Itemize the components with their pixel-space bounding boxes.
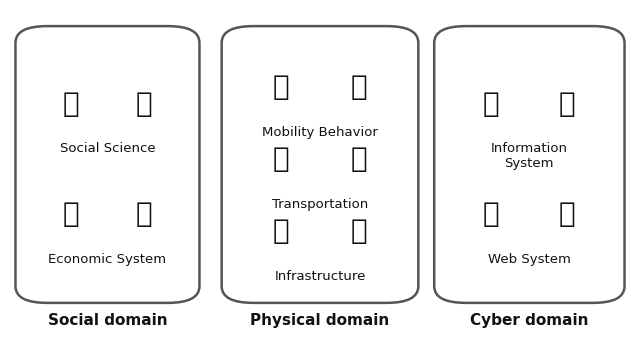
Text: Infrastructure: Infrastructure [275,270,365,283]
Text: 🔍: 🔍 [483,89,500,118]
Text: Economic System: Economic System [49,253,166,266]
Text: Web System: Web System [488,253,571,266]
FancyBboxPatch shape [221,26,419,303]
Text: 🚌: 🚌 [351,145,367,173]
Text: Mobility Behavior: Mobility Behavior [262,126,378,139]
Text: 🎥: 🎥 [559,89,576,118]
Text: Physical domain: Physical domain [250,313,390,328]
Text: 📶: 📶 [351,217,367,245]
Text: 🗺: 🗺 [351,73,367,101]
Text: 👥: 👥 [62,89,79,118]
Text: 💱: 💱 [62,200,79,228]
Text: Cyber domain: Cyber domain [470,313,589,328]
Text: Social domain: Social domain [47,313,167,328]
FancyBboxPatch shape [434,26,625,303]
Text: 🚶: 🚶 [273,73,289,101]
Text: 📈: 📈 [136,200,152,228]
Text: Information
System: Information System [491,142,568,171]
Text: 🏢: 🏢 [273,217,289,245]
Text: 🚗: 🚗 [273,145,289,173]
Text: Transportation: Transportation [272,198,368,211]
Text: 🌐: 🌐 [559,200,576,228]
Text: 🛡: 🛡 [483,200,500,228]
FancyBboxPatch shape [15,26,200,303]
Text: 🤝: 🤝 [136,89,152,118]
Text: Social Science: Social Science [60,142,156,155]
